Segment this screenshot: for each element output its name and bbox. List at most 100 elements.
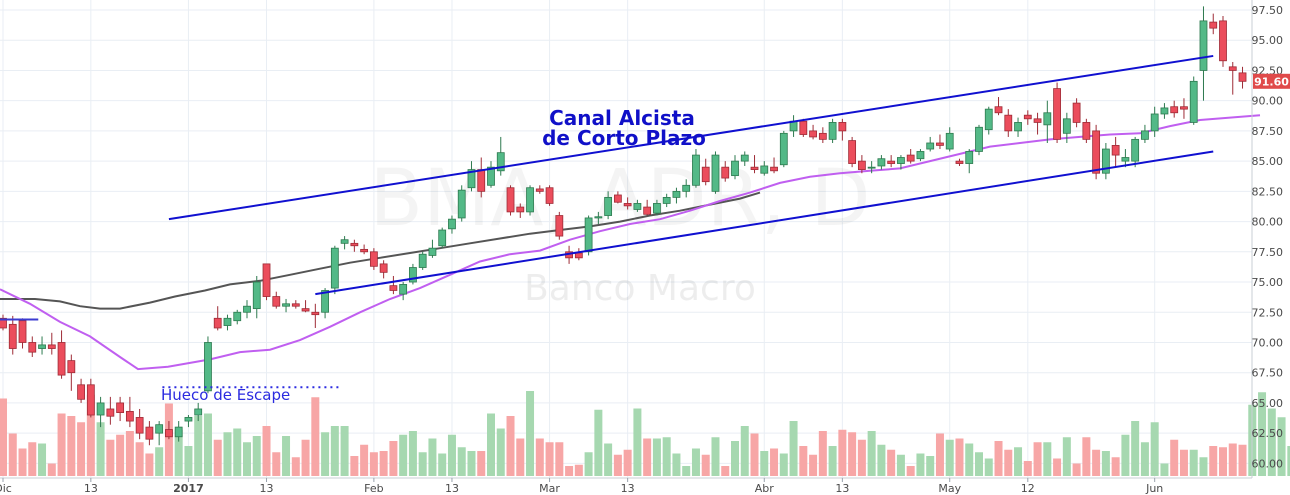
candle-body bbox=[448, 218, 456, 230]
candle-body bbox=[174, 426, 183, 438]
volume-bar bbox=[506, 416, 515, 476]
price-tick-label: 62.50 bbox=[1252, 427, 1284, 440]
candle-body bbox=[818, 132, 827, 140]
volume-bar bbox=[321, 432, 330, 476]
candle-body bbox=[740, 154, 749, 162]
volume-bar bbox=[174, 429, 183, 476]
candle-body bbox=[994, 106, 1003, 114]
candle-body bbox=[155, 424, 164, 434]
volume-bar bbox=[975, 452, 983, 476]
time-tick-label: Mar bbox=[539, 482, 560, 495]
volume-bar bbox=[428, 438, 437, 476]
volume-bar bbox=[379, 451, 388, 476]
channel-line-lower bbox=[315, 150, 1214, 296]
candle bbox=[487, 161, 495, 188]
volume-bar bbox=[408, 431, 417, 476]
candle bbox=[799, 118, 808, 137]
candle-body bbox=[28, 342, 37, 353]
volume-bar bbox=[965, 443, 974, 476]
candle-body bbox=[955, 160, 964, 164]
time-tick-label: 13 bbox=[621, 482, 635, 495]
candle bbox=[994, 97, 1003, 116]
volume-bar bbox=[955, 438, 964, 476]
candle bbox=[506, 185, 515, 216]
candle-body bbox=[672, 190, 681, 198]
volume-bar bbox=[545, 442, 554, 476]
candle bbox=[106, 396, 115, 425]
volume-bar bbox=[604, 443, 613, 476]
candle bbox=[545, 185, 554, 206]
volume-bar bbox=[223, 432, 232, 476]
candle-body bbox=[477, 169, 486, 192]
candle-body bbox=[340, 239, 349, 244]
candle-body bbox=[213, 317, 222, 329]
candle-body bbox=[1014, 122, 1022, 132]
candle-body bbox=[291, 303, 300, 307]
candle bbox=[906, 149, 915, 164]
volume-bar bbox=[574, 464, 583, 476]
volume-bar bbox=[935, 433, 944, 476]
candle bbox=[711, 151, 720, 194]
candle bbox=[779, 130, 788, 168]
candle bbox=[897, 155, 905, 170]
candle-body bbox=[0, 317, 7, 329]
volume-bar bbox=[57, 413, 66, 476]
candle bbox=[633, 199, 642, 212]
volume-bar bbox=[330, 426, 339, 476]
price-tick-label: 85.00 bbox=[1252, 155, 1284, 168]
volume-bar bbox=[984, 458, 993, 476]
candle-body bbox=[77, 384, 85, 400]
candle-body bbox=[301, 308, 310, 312]
time-tick-label: Jun bbox=[1145, 482, 1163, 495]
candle bbox=[291, 300, 300, 309]
volume-bar bbox=[301, 439, 310, 476]
volume-bar bbox=[1150, 422, 1159, 476]
candle bbox=[701, 158, 710, 186]
candle bbox=[1004, 109, 1013, 137]
candle-body bbox=[1004, 114, 1013, 132]
candle bbox=[975, 124, 983, 156]
candle bbox=[213, 306, 222, 331]
volume-bars bbox=[0, 391, 1290, 476]
time-tick-label: 12 bbox=[1021, 482, 1035, 495]
candle-body bbox=[887, 160, 896, 164]
candle-body bbox=[506, 187, 515, 213]
candle-body bbox=[467, 169, 476, 189]
volume-bar bbox=[96, 422, 105, 476]
volume-bar bbox=[945, 439, 954, 476]
volume-bar bbox=[311, 397, 320, 476]
volume-bar bbox=[155, 447, 164, 476]
candle-body bbox=[1160, 107, 1169, 115]
candle-body bbox=[496, 152, 505, 172]
volume-bar bbox=[731, 441, 739, 476]
candle bbox=[135, 408, 144, 440]
volume-bar bbox=[1014, 447, 1023, 476]
candle bbox=[574, 248, 583, 261]
volume-bar bbox=[86, 394, 95, 476]
candle-body bbox=[389, 285, 398, 291]
candle-body bbox=[399, 284, 408, 295]
candle bbox=[1238, 66, 1247, 89]
volume-bar bbox=[1179, 449, 1188, 476]
candle bbox=[438, 227, 447, 249]
candle bbox=[623, 197, 632, 210]
volume-bar bbox=[47, 463, 56, 476]
candle bbox=[418, 251, 427, 270]
time-tick-label: Abr bbox=[755, 482, 775, 495]
candle bbox=[1219, 16, 1227, 67]
volume-bar bbox=[1092, 449, 1101, 476]
candle bbox=[1209, 13, 1218, 35]
candle bbox=[760, 161, 769, 176]
candle-body bbox=[204, 342, 212, 392]
ma-long-line bbox=[0, 191, 761, 310]
candle-body bbox=[1150, 113, 1159, 132]
candle-body bbox=[926, 142, 935, 150]
volume-bar bbox=[67, 416, 76, 476]
candle-body bbox=[682, 184, 691, 192]
candle-body bbox=[1033, 118, 1042, 123]
candle-body bbox=[945, 132, 954, 150]
candle bbox=[604, 191, 613, 220]
candle-body bbox=[165, 429, 173, 438]
candle bbox=[409, 263, 417, 285]
